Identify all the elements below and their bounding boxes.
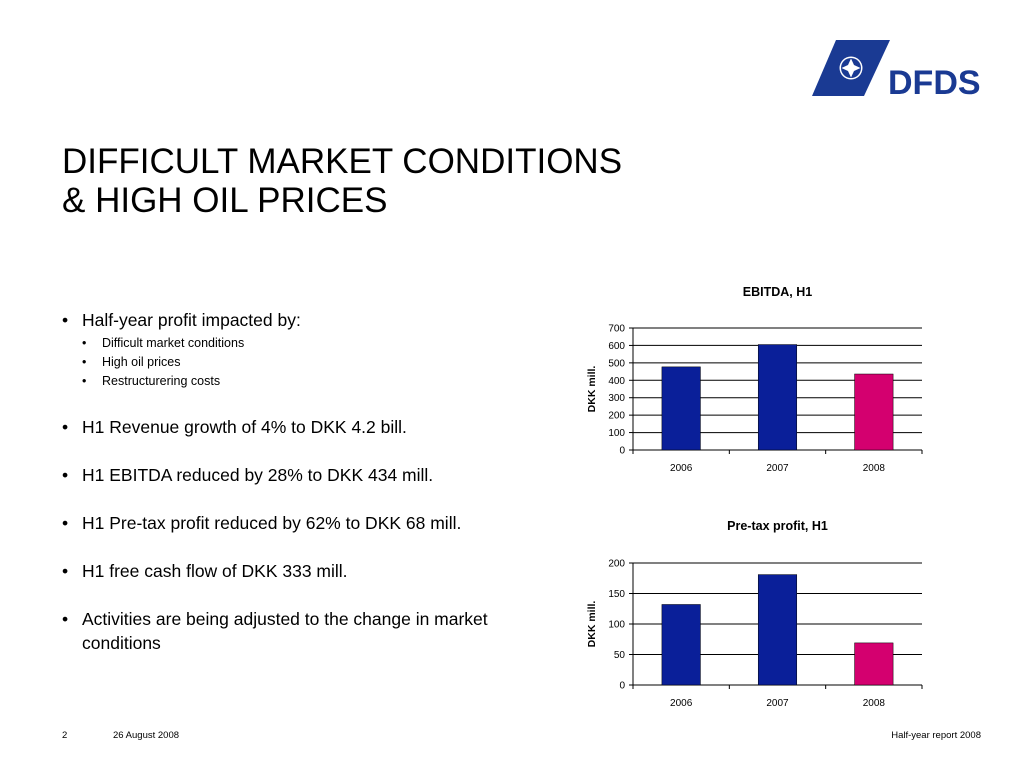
logo-wordmark: DFDS bbox=[888, 64, 981, 100]
footer-date: 26 August 2008 bbox=[113, 730, 180, 741]
bar-2008 bbox=[854, 373, 894, 451]
y-tick-label: 300 bbox=[608, 393, 625, 404]
y-tick-label: 150 bbox=[608, 589, 625, 600]
bullet-ebitda: H1 EBITDA reduced by 28% to DKK 434 mill… bbox=[62, 463, 502, 487]
y-tick-label: 0 bbox=[619, 681, 625, 692]
chart-title: Pre-tax profit, H1 bbox=[727, 519, 828, 533]
y-tick-label: 100 bbox=[608, 428, 625, 439]
y-axis-label: DKK mill. bbox=[586, 366, 598, 413]
pretax-chart-svg: Pre-tax profit, H1 DKK mill. 0 50 100 150 200 2… bbox=[586, 519, 923, 709]
sub-bullet-list: Difficult market conditions High oil pri… bbox=[62, 334, 502, 391]
bar-2006 bbox=[661, 366, 701, 451]
y-tick-label: 700 bbox=[608, 324, 625, 335]
pretax-chart: Pre-tax profit, H1 DKK mill. 0 50 100 150 200 2… bbox=[575, 512, 935, 712]
bar-2006 bbox=[661, 604, 701, 686]
ebitda-chart-svg: EBITDA, H1 DKK mill. 0 100 200 300 400 500 600 70… bbox=[586, 285, 923, 474]
sub-bullet-restructuring: Restructurering costs bbox=[82, 372, 502, 391]
bar-2007 bbox=[757, 344, 798, 451]
x-tick-label: 2006 bbox=[670, 463, 693, 474]
dfds-logo-svg: DFDS bbox=[812, 40, 981, 102]
y-axis-label: DKK mill. bbox=[586, 601, 598, 648]
dfds-logo: DFDS bbox=[812, 40, 987, 102]
bullet-revenue: H1 Revenue growth of 4% to DKK 4.2 bill. bbox=[62, 415, 502, 439]
x-tick-label: 2007 bbox=[766, 463, 789, 474]
footer-report-title: Half-year report 2008 bbox=[891, 730, 981, 741]
ebitda-chart: EBITDA, H1 DKK mill. 0 100 200 300 400 500 600 70… bbox=[575, 278, 935, 478]
logo-cross-icon bbox=[839, 56, 863, 80]
y-tick-label: 100 bbox=[608, 620, 625, 631]
x-tick-label: 2006 bbox=[670, 698, 693, 709]
bullet-cashflow: H1 free cash flow of DKK 333 mill. bbox=[62, 559, 502, 583]
bar-2007 bbox=[757, 574, 798, 686]
y-tick-label: 500 bbox=[608, 358, 625, 369]
page-number: 2 bbox=[62, 730, 68, 741]
bullet-list: Half-year profit impacted by: Difficult … bbox=[62, 308, 502, 655]
title-line-1: DIFFICULT MARKET CONDITIONS bbox=[62, 142, 623, 181]
chart-title: EBITDA, H1 bbox=[743, 285, 813, 299]
x-tick-label: 2007 bbox=[766, 698, 789, 709]
sub-bullet-market: Difficult market conditions bbox=[82, 334, 502, 353]
y-tick-label: 600 bbox=[608, 341, 625, 352]
sub-bullet-oil: High oil prices bbox=[82, 353, 502, 372]
bullet-profit-impacted: Half-year profit impacted by: bbox=[62, 308, 502, 332]
slide-title: DIFFICULT MARKET CONDITIONS & HIGH OIL P… bbox=[62, 142, 622, 220]
y-tick-label: 50 bbox=[614, 650, 626, 661]
bar-2008 bbox=[854, 642, 894, 686]
y-tick-label: 200 bbox=[608, 559, 625, 570]
bullet-pretax: H1 Pre-tax profit reduced by 62% to DKK … bbox=[62, 511, 502, 535]
y-tick-label: 0 bbox=[619, 446, 625, 457]
y-tick-label: 200 bbox=[608, 411, 625, 422]
bullet-activities: Activities are being adjusted to the cha… bbox=[62, 607, 502, 655]
x-tick-label: 2008 bbox=[863, 698, 886, 709]
title-line-2: & HIGH OIL PRICES bbox=[62, 181, 388, 220]
x-tick-label: 2008 bbox=[863, 463, 886, 474]
y-tick-label: 400 bbox=[608, 376, 625, 387]
